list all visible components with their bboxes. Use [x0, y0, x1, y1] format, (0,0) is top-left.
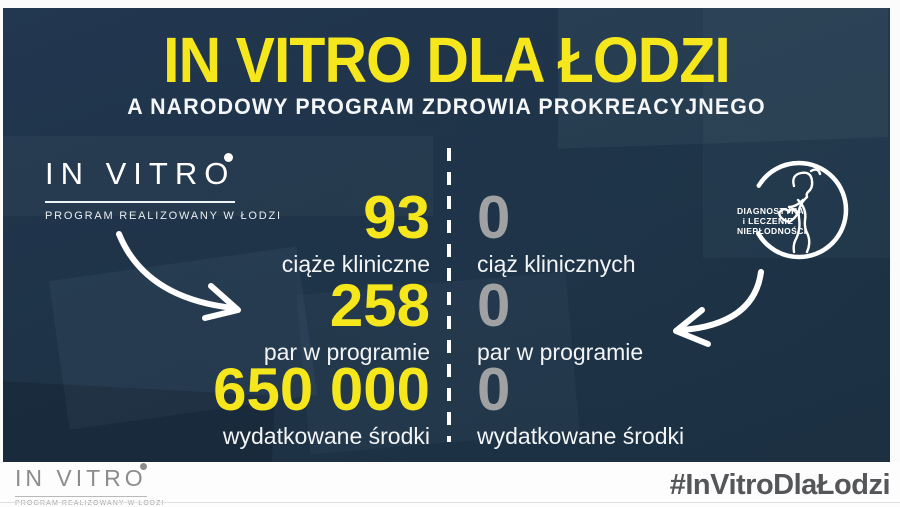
hashtag-label: #InVitroDlaŁodzi	[669, 469, 891, 501]
main-panel: IN VITRO DLA ŁODZI A NARODOWY PROGRAM ZD…	[3, 8, 890, 462]
curved-arrow-left-icon	[116, 231, 241, 321]
national-logo-line1: DIAGNOSTYKA	[737, 206, 805, 216]
stat-value: 0	[477, 356, 511, 423]
footer-bar: IN VITRO PROGRAM REALIZOWANY W ŁODZI #In…	[0, 462, 900, 507]
program-logo-text: IN VITRO	[45, 156, 236, 191]
stat-value: 0	[477, 184, 511, 251]
national-logo-line3: NIEPŁODNOŚCI	[737, 226, 807, 236]
stat-label: ciąż klinicznych	[477, 251, 636, 277]
ovum-dot-icon	[139, 463, 147, 470]
stat-left-pregnancies: 93 ciąże kliniczne	[281, 184, 430, 278]
curved-arrow-right-icon	[673, 269, 764, 347]
national-logo-line2: i LECZENIE	[742, 216, 794, 226]
stat-right-pregnancies: 0 ciąż klinicznych	[477, 184, 636, 278]
stat-left-couples: 258 par w programie	[263, 272, 430, 366]
stat-value: 650 000	[213, 356, 430, 423]
program-logo: IN VITRO PROGRAM REALIZOWANY W ŁODZI	[45, 153, 282, 222]
footer-logo: IN VITRO PROGRAM REALIZOWANY W ŁODZI	[15, 463, 165, 507]
page-subtitle: A NARODOWY PROGRAM ZDROWIA PROKREACYJNEG…	[127, 94, 766, 119]
program-logo-tagline: PROGRAM REALIZOWANY W ŁODZI	[45, 210, 282, 222]
footer-logo-tagline: PROGRAM REALIZOWANY W ŁODZI	[15, 500, 165, 507]
national-logo-text: DIAGNOSTYKA i LECZENIE NIEPŁODNOŚCI	[737, 206, 807, 236]
stat-left-funds: 650 000 wydatkowane środki	[213, 356, 430, 450]
stat-value: 258	[329, 272, 430, 339]
stat-label: par w programie	[477, 339, 644, 365]
dashed-divider	[447, 148, 451, 442]
stat-label: wydatkowane środki	[222, 423, 430, 449]
national-program-badge: DIAGNOSTYKA i LECZENIE NIEPŁODNOŚCI	[737, 154, 857, 274]
footer-logo-wordmark: IN VITRO	[15, 463, 147, 497]
ovum-dot-icon	[224, 153, 234, 162]
stat-value: 0	[477, 272, 511, 339]
footer-logo-text: IN VITRO	[15, 465, 147, 491]
stat-right-couples: 0 par w programie	[477, 272, 644, 366]
circle-ring-icon	[749, 160, 849, 260]
stat-label: ciąże kliniczne	[281, 251, 430, 277]
bottom-hairline	[0, 502, 900, 503]
page-title: IN VITRO DLA ŁODZI	[163, 24, 731, 96]
woman-silhouette-icon	[778, 168, 822, 254]
program-logo-wordmark: IN VITRO	[45, 153, 236, 203]
stat-label: par w programie	[263, 339, 430, 365]
stat-right-funds: 0 wydatkowane środki	[477, 356, 685, 450]
stat-label: wydatkowane środki	[477, 423, 685, 449]
stat-value: 93	[363, 184, 430, 251]
